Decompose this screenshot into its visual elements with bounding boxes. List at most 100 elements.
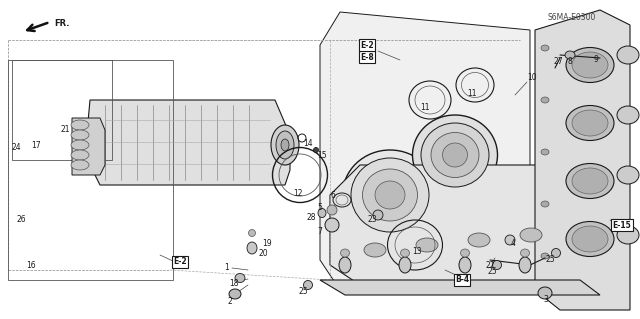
Ellipse shape	[375, 181, 405, 209]
Bar	[8, 60, 173, 280]
Text: 7: 7	[317, 227, 323, 236]
Text: 22: 22	[485, 262, 495, 271]
Ellipse shape	[566, 221, 614, 256]
Text: 6: 6	[331, 190, 335, 199]
Ellipse shape	[617, 166, 639, 184]
Ellipse shape	[541, 201, 549, 207]
Ellipse shape	[572, 110, 608, 136]
Ellipse shape	[572, 52, 608, 78]
Bar	[12, 60, 112, 160]
Ellipse shape	[538, 287, 552, 299]
Ellipse shape	[416, 238, 438, 252]
Ellipse shape	[401, 249, 410, 257]
Ellipse shape	[617, 46, 639, 64]
Text: 5: 5	[317, 203, 323, 211]
Text: E-2: E-2	[360, 41, 374, 49]
Ellipse shape	[505, 235, 515, 245]
Text: 18: 18	[229, 278, 239, 287]
Text: 25: 25	[545, 256, 555, 264]
Ellipse shape	[459, 257, 471, 273]
Ellipse shape	[442, 143, 467, 167]
Ellipse shape	[566, 164, 614, 198]
Ellipse shape	[351, 158, 429, 232]
Ellipse shape	[229, 289, 241, 299]
Text: 11: 11	[420, 103, 429, 113]
Text: FR.: FR.	[54, 19, 70, 28]
Text: 17: 17	[31, 140, 41, 150]
Ellipse shape	[572, 226, 608, 252]
Text: E-2: E-2	[173, 257, 187, 266]
Text: 12: 12	[293, 189, 303, 197]
Text: 2: 2	[228, 296, 232, 306]
Ellipse shape	[342, 150, 438, 240]
Text: 15: 15	[317, 151, 327, 160]
Ellipse shape	[327, 205, 337, 215]
Ellipse shape	[276, 131, 294, 159]
Ellipse shape	[71, 150, 89, 160]
Ellipse shape	[303, 280, 312, 290]
Ellipse shape	[468, 233, 490, 247]
Ellipse shape	[247, 242, 257, 254]
Polygon shape	[85, 100, 290, 185]
Ellipse shape	[248, 229, 255, 236]
Polygon shape	[72, 118, 105, 175]
Ellipse shape	[461, 249, 470, 257]
Ellipse shape	[71, 140, 89, 150]
Text: B-4: B-4	[455, 276, 469, 285]
Ellipse shape	[541, 45, 549, 51]
Ellipse shape	[617, 226, 639, 244]
Text: 4: 4	[511, 239, 515, 248]
Text: 11: 11	[467, 88, 477, 98]
Ellipse shape	[541, 97, 549, 103]
Polygon shape	[535, 10, 630, 310]
Ellipse shape	[552, 249, 561, 257]
Text: 14: 14	[303, 138, 313, 147]
Ellipse shape	[421, 123, 489, 187]
Ellipse shape	[281, 139, 289, 151]
Polygon shape	[320, 280, 600, 295]
Ellipse shape	[431, 132, 479, 177]
Ellipse shape	[235, 273, 245, 283]
Ellipse shape	[71, 130, 89, 140]
Ellipse shape	[71, 160, 89, 170]
Text: 13: 13	[412, 248, 422, 256]
Ellipse shape	[566, 48, 614, 83]
Text: 16: 16	[26, 261, 36, 270]
Ellipse shape	[399, 257, 411, 273]
Text: 8: 8	[568, 57, 572, 66]
Ellipse shape	[541, 149, 549, 155]
Ellipse shape	[71, 120, 89, 130]
Polygon shape	[330, 165, 610, 285]
Ellipse shape	[413, 115, 497, 195]
Text: 27: 27	[553, 57, 563, 66]
Ellipse shape	[565, 51, 575, 59]
Ellipse shape	[566, 106, 614, 140]
Ellipse shape	[271, 125, 299, 165]
Ellipse shape	[519, 257, 531, 273]
Polygon shape	[320, 12, 530, 290]
Text: 25: 25	[298, 287, 308, 296]
Ellipse shape	[314, 147, 319, 152]
Text: 23: 23	[367, 216, 377, 225]
Ellipse shape	[339, 257, 351, 273]
Ellipse shape	[541, 253, 549, 259]
Ellipse shape	[572, 168, 608, 194]
Text: 19: 19	[262, 240, 272, 249]
Text: 20: 20	[258, 249, 268, 258]
Ellipse shape	[364, 243, 386, 257]
Text: 10: 10	[527, 73, 537, 83]
Text: 21: 21	[60, 125, 70, 135]
Ellipse shape	[520, 228, 542, 242]
Ellipse shape	[318, 209, 326, 218]
Ellipse shape	[362, 169, 417, 221]
Ellipse shape	[340, 249, 349, 257]
Text: E-15: E-15	[612, 220, 632, 229]
Text: 25: 25	[487, 268, 497, 277]
Ellipse shape	[325, 218, 339, 232]
Text: 28: 28	[307, 213, 316, 222]
Ellipse shape	[617, 106, 639, 124]
Ellipse shape	[373, 210, 383, 220]
Text: 26: 26	[16, 216, 26, 225]
Text: 24: 24	[11, 144, 21, 152]
Text: 1: 1	[225, 263, 229, 272]
